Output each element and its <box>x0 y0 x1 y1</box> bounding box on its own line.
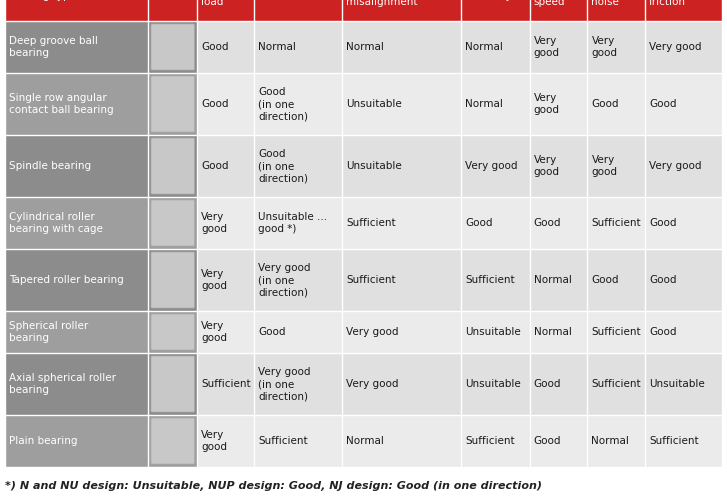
Text: Good: Good <box>592 275 619 285</box>
Text: Good: Good <box>534 436 561 446</box>
Text: Unsuitable: Unsuitable <box>649 379 705 389</box>
Text: Good: Good <box>534 379 561 389</box>
Text: Normal: Normal <box>592 436 630 446</box>
FancyBboxPatch shape <box>151 356 194 412</box>
Text: Good: Good <box>201 42 229 52</box>
Text: Good: Good <box>649 218 677 228</box>
Text: Good: Good <box>592 99 619 109</box>
Bar <box>5 135 198 197</box>
Text: Tapered roller bearing: Tapered roller bearing <box>9 275 124 285</box>
Text: Axial load: Axial load <box>258 0 310 1</box>
Text: Low
noise: Low noise <box>592 0 619 7</box>
FancyBboxPatch shape <box>151 76 194 132</box>
Text: Good: Good <box>465 218 493 228</box>
Bar <box>5 197 722 249</box>
FancyBboxPatch shape <box>151 252 194 308</box>
Text: Unsuitable: Unsuitable <box>465 327 521 337</box>
Text: Very
good: Very good <box>201 212 228 234</box>
Text: Bearing type: Bearing type <box>9 0 76 1</box>
Text: Very good: Very good <box>465 161 518 171</box>
Text: Cylindrical roller
bearing with cage: Cylindrical roller bearing with cage <box>9 212 103 234</box>
Text: Unsuitable: Unsuitable <box>465 379 521 389</box>
Text: Plain bearing: Plain bearing <box>9 436 78 446</box>
Text: Spherical roller
bearing: Spherical roller bearing <box>9 321 88 343</box>
Text: Sufficient: Sufficient <box>465 436 515 446</box>
Bar <box>5 353 722 415</box>
Bar <box>5 415 722 467</box>
Text: Good: Good <box>201 99 229 109</box>
Text: Sufficient: Sufficient <box>465 275 515 285</box>
Text: Unsuitable ...
good *): Unsuitable ... good *) <box>258 212 327 234</box>
Text: Good
(in one
direction): Good (in one direction) <box>258 148 308 183</box>
Text: Good: Good <box>649 327 677 337</box>
Text: Sufficient: Sufficient <box>592 218 641 228</box>
Text: Sufficient: Sufficient <box>347 275 396 285</box>
Text: Very good: Very good <box>347 379 399 389</box>
FancyBboxPatch shape <box>151 24 194 70</box>
Text: Very good: Very good <box>649 42 702 52</box>
Bar <box>5 353 198 415</box>
Text: Good: Good <box>258 327 286 337</box>
Text: Normal: Normal <box>347 436 385 446</box>
Bar <box>5 311 722 353</box>
Bar <box>5 415 198 467</box>
Text: High
speed: High speed <box>534 0 565 7</box>
Text: Normal: Normal <box>258 42 296 52</box>
Text: Low
friction: Low friction <box>649 0 686 7</box>
Text: *) N and NU design: Unsuitable, NUP design: Good, NJ design: Good (in one direct: *) N and NU design: Unsuitable, NUP desi… <box>5 481 542 491</box>
Text: Accuracy: Accuracy <box>465 0 513 1</box>
Text: Sufficient: Sufficient <box>592 327 641 337</box>
FancyBboxPatch shape <box>151 138 194 194</box>
Text: Normal: Normal <box>534 275 571 285</box>
Text: Very
good: Very good <box>534 36 560 58</box>
Text: Radial
load: Radial load <box>201 0 233 7</box>
Bar <box>5 197 198 249</box>
Bar <box>5 21 722 73</box>
Text: Very
good: Very good <box>201 321 228 343</box>
Text: Very
good: Very good <box>201 269 228 291</box>
Text: Normal: Normal <box>465 99 503 109</box>
Text: Very
good: Very good <box>592 155 617 177</box>
Text: Compensation of
misalignment: Compensation of misalignment <box>347 0 435 7</box>
Text: Very good: Very good <box>347 327 399 337</box>
Text: Sufficient: Sufficient <box>258 436 308 446</box>
Text: Normal: Normal <box>465 42 503 52</box>
Text: Very good
(in one
direction): Very good (in one direction) <box>258 367 310 401</box>
Text: Sufficient: Sufficient <box>201 379 251 389</box>
Text: Sufficient: Sufficient <box>592 379 641 389</box>
Text: Unsuitable: Unsuitable <box>347 99 402 109</box>
Text: Very good
(in one
direction): Very good (in one direction) <box>258 262 310 297</box>
Text: Unsuitable: Unsuitable <box>347 161 402 171</box>
Text: Sufficient: Sufficient <box>649 436 699 446</box>
Text: Normal: Normal <box>347 42 385 52</box>
Text: Axial spherical roller
bearing: Axial spherical roller bearing <box>9 373 116 395</box>
Text: Very
good: Very good <box>592 36 617 58</box>
Text: Sufficient: Sufficient <box>347 218 396 228</box>
Text: Single row angular
contact ball bearing: Single row angular contact ball bearing <box>9 93 113 115</box>
Text: Spindle bearing: Spindle bearing <box>9 161 91 171</box>
Text: Normal: Normal <box>534 327 571 337</box>
Text: Deep groove ball
bearing: Deep groove ball bearing <box>9 36 98 58</box>
FancyBboxPatch shape <box>151 314 194 350</box>
Text: Good: Good <box>649 275 677 285</box>
Text: Good: Good <box>201 161 229 171</box>
Bar <box>5 311 198 353</box>
Text: Very good: Very good <box>649 161 702 171</box>
Text: Good: Good <box>649 99 677 109</box>
FancyBboxPatch shape <box>151 418 194 464</box>
Bar <box>5 21 198 73</box>
FancyBboxPatch shape <box>151 200 194 246</box>
Bar <box>5 0 722 21</box>
Text: Very
good: Very good <box>534 93 560 115</box>
Text: Good: Good <box>534 218 561 228</box>
Bar <box>5 73 198 135</box>
Bar <box>5 249 722 311</box>
Bar <box>5 135 722 197</box>
Bar <box>5 73 722 135</box>
Text: Very
good: Very good <box>534 155 560 177</box>
Text: Very
good: Very good <box>201 430 228 452</box>
Text: Good
(in one
direction): Good (in one direction) <box>258 87 308 122</box>
Bar <box>5 249 198 311</box>
